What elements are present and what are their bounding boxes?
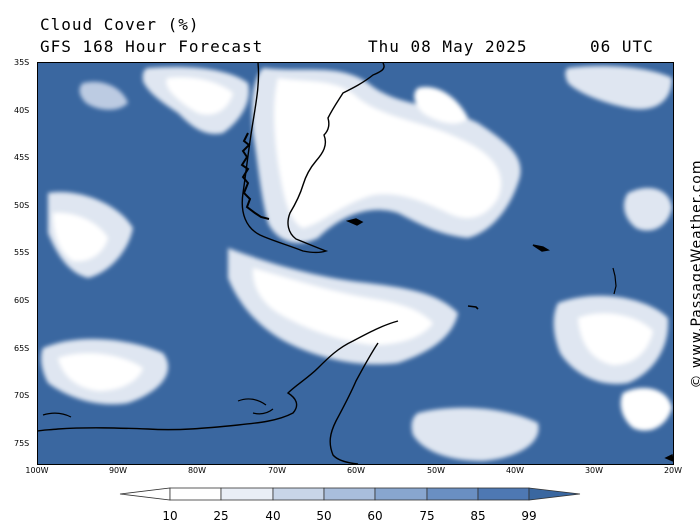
forecast-time: 06 UTC [590,37,654,56]
lon-label-60w: 60W [346,466,366,475]
legend-swatch-85 [477,487,530,501]
legend-value-75: 75 [419,509,435,523]
falkland-islands [345,218,364,226]
legend-value-99: 99 [521,509,537,523]
antarctic-islands [42,398,274,418]
coastline-layer [38,63,673,464]
lon-label-50w: 50W [426,466,446,475]
antarctic-coast-east [664,453,673,462]
legend-value-50: 50 [316,509,332,523]
legend-swatch-10 [169,487,222,501]
legend-arrow-low [119,487,171,501]
legend-value-25: 25 [213,509,229,523]
cloud-patch-sw-core [58,353,143,391]
south-georgia [532,244,550,252]
chart-title: Cloud Cover (%) [40,15,200,34]
cloud-patch-se-core [578,313,653,365]
lon-label-80w: 80W [187,466,207,475]
map-canvas [38,63,673,464]
lat-label-75s: 75S [14,439,30,448]
cloud-patch-ne [565,66,672,110]
cloud-layer [41,66,672,461]
legend-value-85: 85 [470,509,486,523]
cloud-patch-south [411,407,539,461]
lon-label-30w: 30W [584,466,604,475]
legend-swatch-50 [323,487,376,501]
south-sandwich-islands [612,267,617,295]
lat-label-35s: 35S [14,58,30,67]
legend-arrow-high [528,487,581,501]
lat-label-55s: 55S [14,248,30,257]
legend-value-40: 40 [265,509,281,523]
cloud-patch-east [414,87,468,124]
lat-label-60s: 60S [14,296,30,305]
cloud-band-west-core [53,212,108,262]
south-america-coastline [241,63,385,254]
legend-swatch-60 [374,487,428,501]
lon-label-90w: 90W [108,466,128,475]
lon-label-20w: 20W [663,466,683,475]
lat-label-65s: 65S [14,344,30,353]
lat-label-50s: 50S [14,201,30,210]
cloud-cover-map[interactable] [37,62,674,465]
antarctic-peninsula-coastline [38,320,399,432]
lon-label-40w: 40W [505,466,525,475]
lat-label-70s: 70S [14,391,30,400]
legend-value-60: 60 [367,509,383,523]
antarctic-peninsula-east [329,342,379,464]
chilean-archipelago [240,132,270,220]
lat-label-40s: 40S [14,106,30,115]
cloud-core-atlantic [274,78,502,228]
cloud-streak-nw-core [166,77,233,115]
cloud-cover-legend [119,487,581,501]
forecast-date: Thu 08 May 2025 [368,37,528,56]
cloud-patch-far-nw [79,81,128,110]
lon-label-70w: 70W [267,466,287,475]
cloud-patch-east-mid [624,188,672,231]
watermark-text: © www.PassageWeather.com [689,159,700,388]
legend-swatch-25 [220,487,274,501]
forecast-subtitle: GFS 168 Hour Forecast [40,37,264,56]
legend-value-10: 10 [162,509,178,523]
lon-label-100w: 100W [25,466,49,475]
legend-swatch-75 [426,487,479,501]
cloud-band-drake-core [252,268,433,345]
legend-swatch-40 [272,487,325,501]
cloud-patch-far-se [620,388,672,431]
lat-label-45s: 45S [14,153,30,162]
south-orkney-islands [467,305,479,310]
